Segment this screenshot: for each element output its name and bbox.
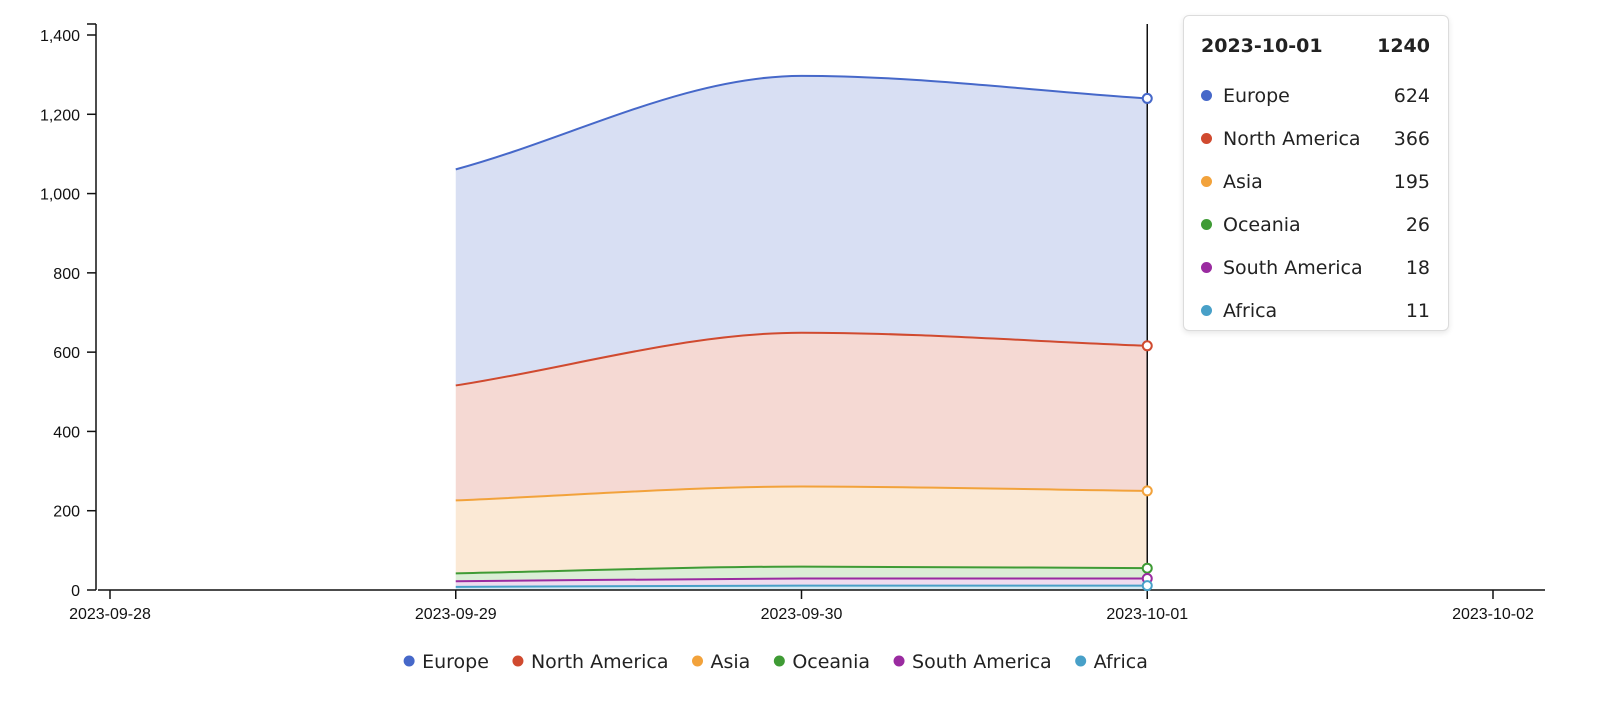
tooltip-date: 2023-10-01 [1201,35,1323,57]
tooltip-series-value: 624 [1393,84,1430,107]
tooltip-header: 2023-10-01 1240 [1201,32,1430,60]
legend-item[interactable]: Africa [1075,651,1148,673]
hover-marker-oceania [1141,562,1153,574]
y-tick-label: 1,400 [40,28,80,45]
line-asia [455,485,1148,502]
area-europe [455,75,1148,386]
y-tick-label: 600 [53,345,80,362]
legend-dot-icon [893,655,905,667]
legend-dot-icon [512,655,524,667]
tooltip-series-name: Oceania [1223,213,1301,236]
tooltip-row: South America 18 [1201,246,1430,289]
legend-item[interactable]: South America [893,651,1052,673]
x-tick-label: 2023-09-29 [415,606,497,623]
tooltip: 2023-10-01 1240 Europe 624 North America… [1183,15,1449,331]
tooltip-series-name: South America [1223,256,1363,279]
legend-item[interactable]: Europe [403,651,489,673]
legend: Europe North America Asia Oceania South Amer… [403,651,1148,673]
axes: 0 200 400 600 800 1,000 1,200 1,400 2023-09-28 20… [40,23,1545,623]
tooltip-row: Africa 11 [1201,289,1430,332]
tooltip-total: 1240 [1377,35,1430,57]
hover-marker-europe [1141,92,1153,104]
series-dot-icon [1201,219,1212,230]
legend-label: Africa [1094,651,1148,673]
x-tick-label: 2023-10-01 [1106,606,1188,623]
legend-item[interactable]: North America [512,651,669,673]
line-layer [455,74,1148,588]
y-tick-label: 1,000 [40,187,80,204]
legend-dot-icon [773,655,785,667]
y-tick-label: 200 [53,504,80,521]
tooltip-row: Asia 195 [1201,160,1430,203]
legend-label: South America [912,651,1052,673]
tooltip-row: North America 366 [1201,117,1430,160]
y-tick-label: 800 [53,266,80,283]
series-dot-icon [1201,176,1212,187]
tooltip-series-value: 195 [1393,170,1430,193]
y-tick-label: 1,200 [40,107,80,124]
line-europe [455,74,1148,171]
line-south-america [455,577,1148,583]
tooltip-series-value: 26 [1405,213,1430,236]
line-north-america [455,331,1148,387]
tooltip-series-name: Asia [1223,170,1263,193]
y-tick-label: 0 [71,583,80,600]
x-tick-label: 2023-10-02 [1452,606,1534,623]
y-tick-label: 400 [53,424,80,441]
tooltip-series-name: North America [1223,127,1361,150]
hover-marker-north-america [1141,340,1153,352]
series-dot-icon [1201,305,1212,316]
legend-item[interactable]: Oceania [773,651,870,673]
legend-dot-icon [1075,655,1087,667]
legend-label: Europe [422,651,489,673]
hover-markers [1141,92,1153,592]
tooltip-row: Europe 624 [1201,74,1430,117]
hover-marker-asia [1141,485,1153,497]
line-oceania [455,565,1148,575]
legend-dot-icon [403,655,415,667]
series-dot-icon [1201,262,1212,273]
area-asia [455,486,1148,574]
tooltip-series-name: Europe [1223,84,1290,107]
area-north-america [455,332,1148,501]
tooltip-series-value: 18 [1405,256,1430,279]
hover-marker-africa [1141,580,1153,592]
x-tick-label: 2023-09-28 [69,606,151,623]
legend-label: Asia [711,651,751,673]
series-dot-icon [1201,90,1212,101]
legend-label: Oceania [792,651,870,673]
legend-label: North America [531,651,669,673]
tooltip-series-name: Africa [1223,299,1278,322]
area-layer [455,75,1148,590]
tooltip-series-value: 11 [1405,299,1430,322]
tooltip-series-value: 366 [1393,127,1430,150]
legend-item[interactable]: Asia [692,651,750,673]
series-dot-icon [1201,133,1212,144]
tooltip-row: Oceania 26 [1201,203,1430,246]
x-tick-label: 2023-09-30 [761,606,843,623]
legend-dot-icon [692,655,704,667]
line-africa [455,584,1148,588]
